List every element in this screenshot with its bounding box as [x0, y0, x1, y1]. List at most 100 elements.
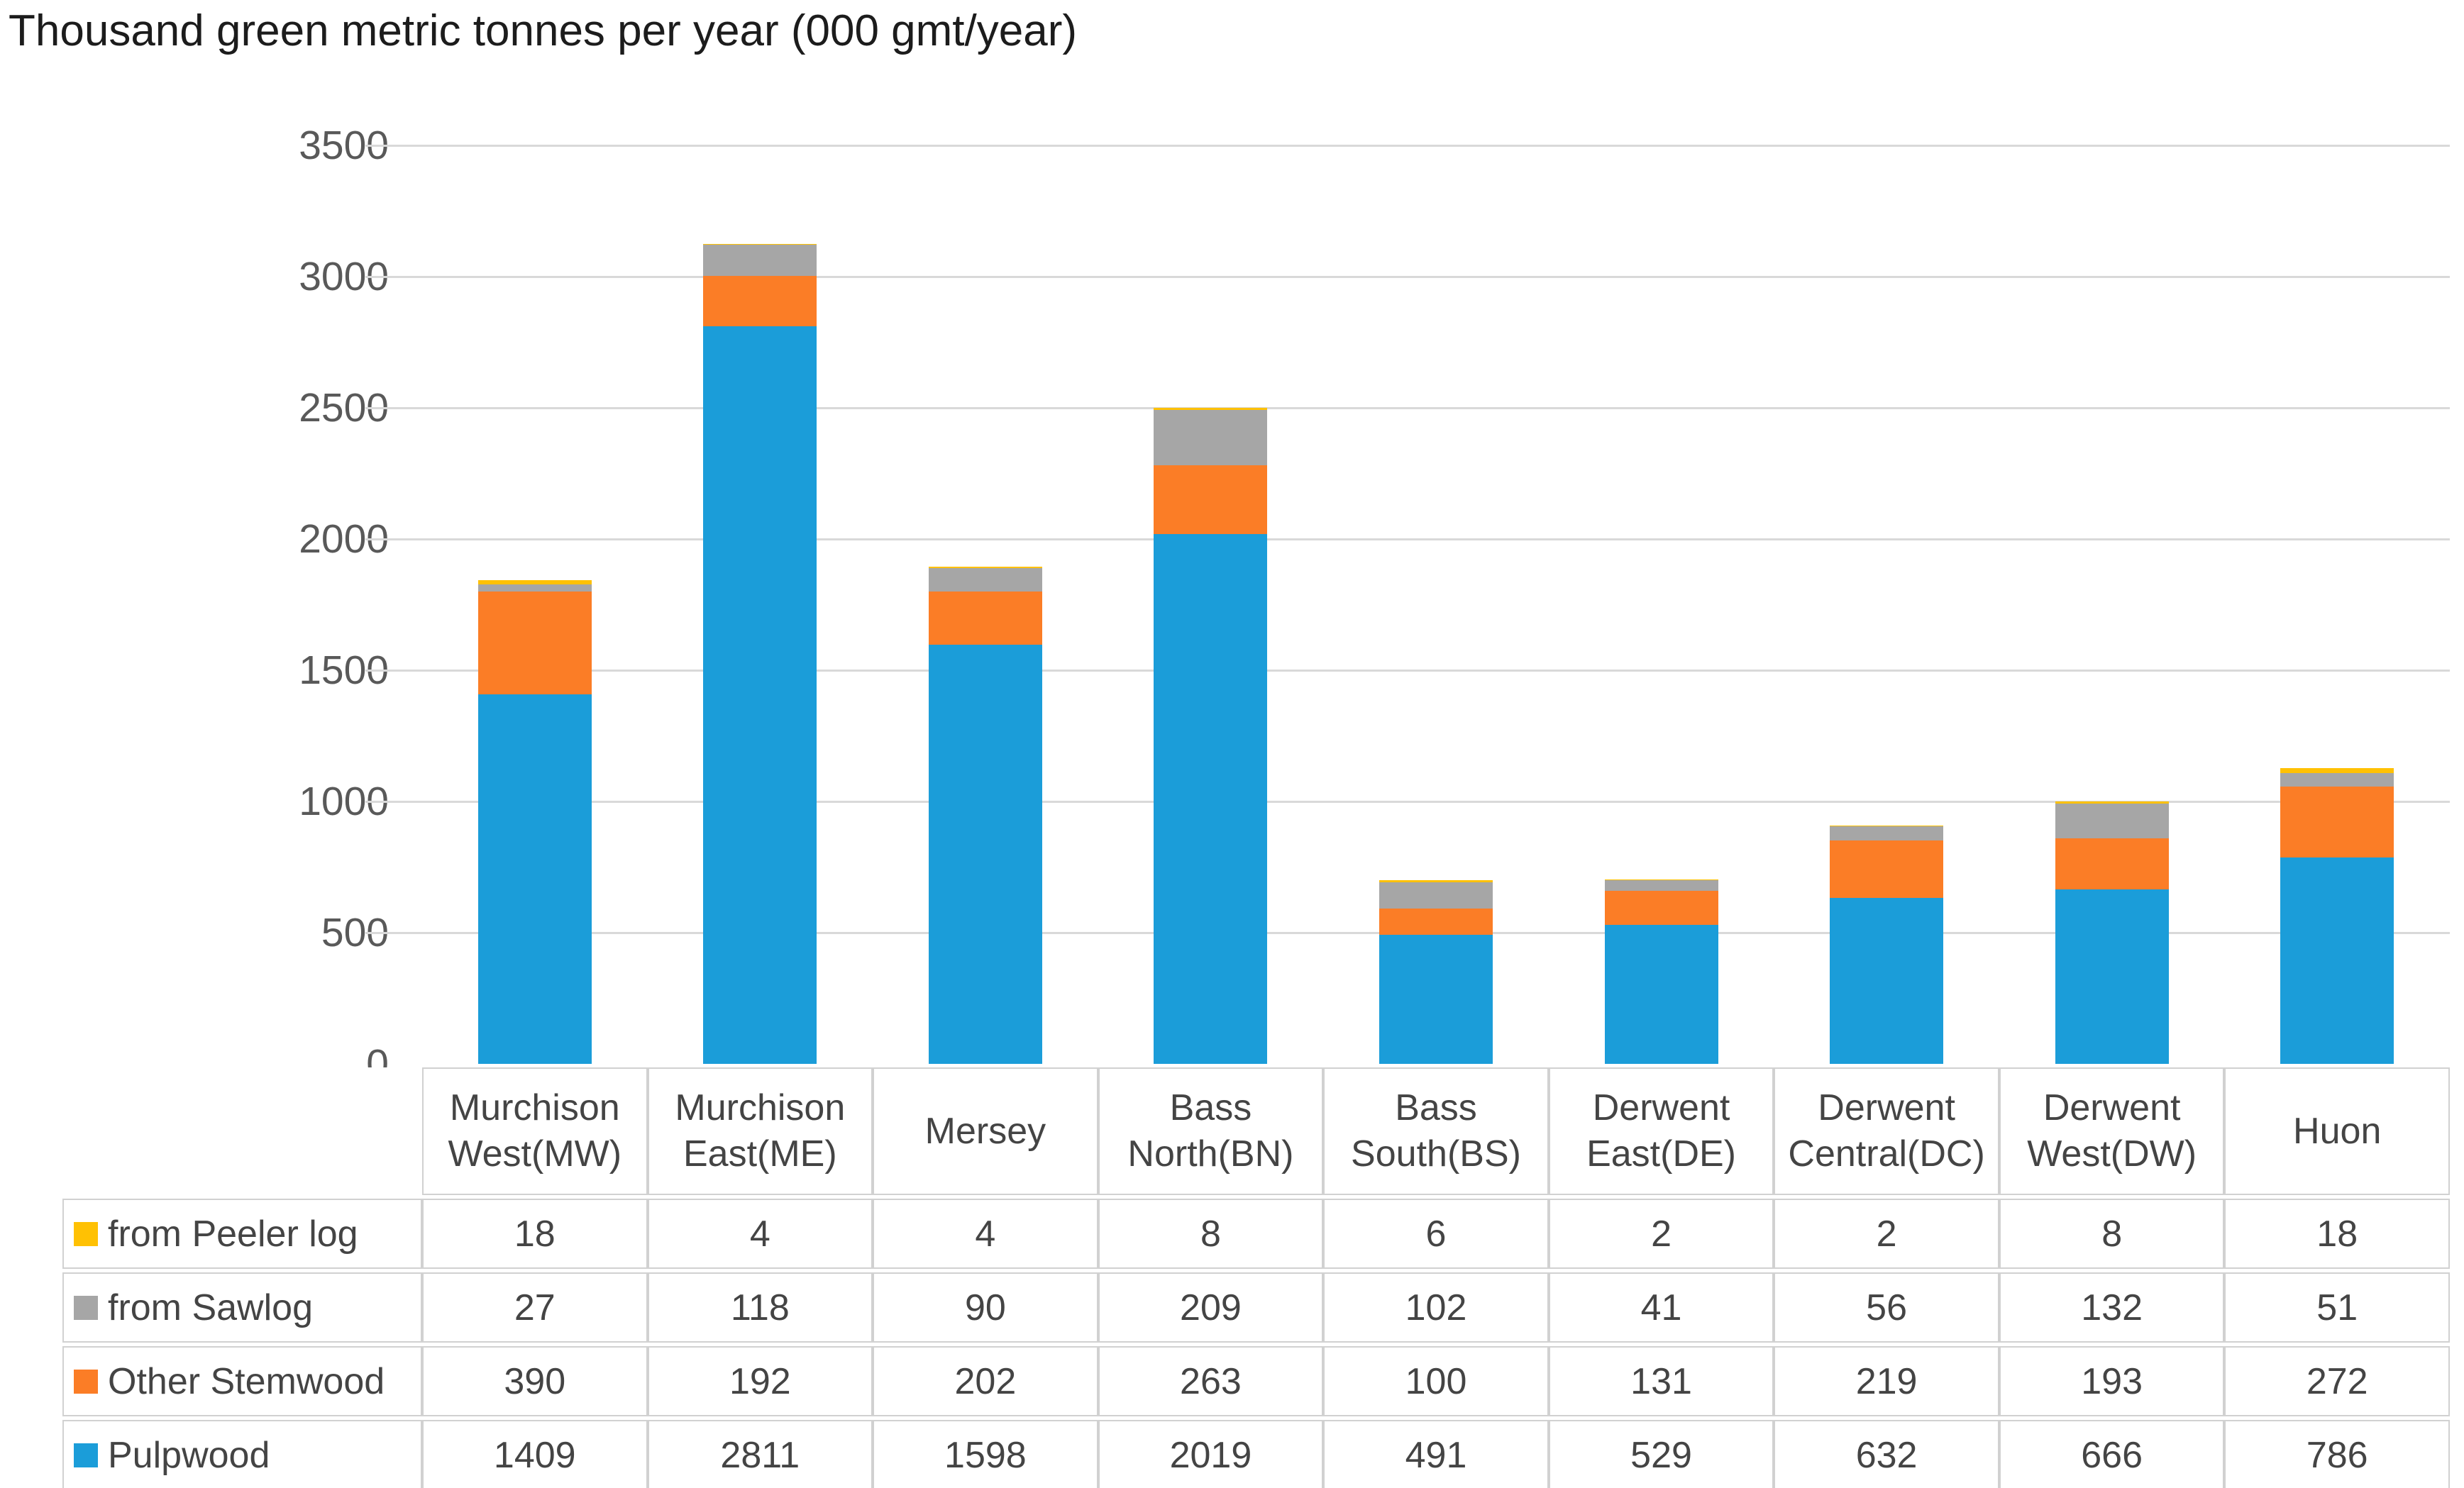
bar-segment-from-sawlog-col3 [928, 567, 1042, 592]
legend-cell-other-stemwood: Other Stemwood [62, 1346, 422, 1416]
value-from-sawlog-col5: 102 [1323, 1272, 1549, 1343]
y-tick-label-1500: 1500 [299, 648, 389, 693]
value-pulpwood-col7: 632 [1774, 1420, 1999, 1488]
bar-segment-pulpwood-col3 [928, 644, 1042, 1064]
gridline-1500 [365, 669, 2450, 672]
value-other-stemwood-col2: 192 [647, 1346, 873, 1416]
value-from-sawlog-col8: 132 [1999, 1272, 2225, 1343]
bar-segment-from-peeler-log-col4 [1154, 408, 1268, 411]
legend-cell-from-sawlog: from Sawlog [62, 1272, 422, 1343]
bar-segment-from-sawlog-col9 [2280, 772, 2394, 787]
table-corner-spacer [62, 1067, 422, 1195]
bar-segment-from-peeler-log-col5 [1379, 880, 1493, 882]
value-other-stemwood-col3: 202 [873, 1346, 1098, 1416]
value-from-peeler-log-col5: 6 [1323, 1199, 1549, 1269]
bar-segment-other-stemwood-col7 [1830, 840, 1944, 899]
value-pulpwood-col6: 529 [1548, 1420, 1774, 1488]
data-table: Murchison West(MW) Murchison East(ME) Mers… [62, 1067, 2450, 1488]
bar-segment-other-stemwood-col3 [928, 592, 1042, 645]
value-from-peeler-log-col7: 2 [1774, 1199, 1999, 1269]
value-from-sawlog-col2: 118 [647, 1272, 873, 1343]
legend-swatch-pulpwood [74, 1443, 98, 1467]
bar-segment-pulpwood-col7 [1830, 898, 1944, 1064]
column-header-1: Murchison West(MW) [422, 1067, 648, 1195]
column-header-5: Bass South(BS) [1323, 1067, 1549, 1195]
bar-segment-other-stemwood-col2 [703, 275, 817, 326]
column-header-9: Huon [2224, 1067, 2450, 1195]
value-from-sawlog-col3: 90 [873, 1272, 1098, 1343]
legend-swatch-from-peeler-log [74, 1221, 98, 1246]
value-from-peeler-log-col6: 2 [1548, 1199, 1774, 1269]
bar-segment-other-stemwood-col6 [1604, 890, 1718, 926]
bar-segment-other-stemwood-col1 [477, 592, 592, 694]
column-header-7: Derwent Central(DC) [1774, 1067, 1999, 1195]
bar-segment-from-sawlog-col4 [1154, 410, 1268, 465]
column-header-3: Mersey [873, 1067, 1098, 1195]
column-header-4: Bass North(BN) [1098, 1067, 1324, 1195]
legend-swatch-from-sawlog [74, 1295, 98, 1320]
y-tick-label-1000: 1000 [299, 779, 389, 824]
value-from-sawlog-col1: 27 [422, 1272, 648, 1343]
column-header-8: Derwent West(DW) [1999, 1067, 2225, 1195]
bar-segment-from-sawlog-col2 [703, 245, 817, 276]
bar-segment-from-sawlog-col5 [1379, 882, 1493, 909]
value-pulpwood-col2: 2811 [647, 1420, 873, 1488]
value-pulpwood-col9: 786 [2224, 1420, 2450, 1488]
value-from-peeler-log-col1: 18 [422, 1199, 648, 1269]
plot-area [365, 144, 2450, 1064]
bar-segment-from-sawlog-col6 [1604, 879, 1718, 891]
gridline-3500 [365, 144, 2450, 147]
gridline-1000 [365, 800, 2450, 803]
y-tick-label-2000: 2000 [299, 516, 389, 562]
y-tick-label-500: 500 [321, 910, 389, 955]
legend-label-other-stemwood: Other Stemwood [108, 1360, 385, 1402]
value-pulpwood-col5: 491 [1323, 1420, 1549, 1488]
bar-segment-from-peeler-log-col1 [477, 579, 592, 585]
legend-cell-from-peeler-log: from Peeler log [62, 1199, 422, 1269]
value-pulpwood-col4: 2019 [1098, 1420, 1324, 1488]
gridline-2500 [365, 406, 2450, 409]
bar-segment-pulpwood-col9 [2280, 857, 2394, 1064]
value-from-peeler-log-col8: 8 [1999, 1199, 2225, 1269]
bar-segment-from-sawlog-col1 [477, 584, 592, 592]
legend-label-from-peeler-log: from Peeler log [108, 1213, 358, 1255]
value-pulpwood-col3: 1598 [873, 1420, 1098, 1488]
legend-cell-pulpwood: Pulpwood [62, 1420, 422, 1488]
bar-segment-pulpwood-col4 [1154, 533, 1268, 1064]
bar-segment-from-sawlog-col7 [1830, 826, 1944, 841]
bar-segment-other-stemwood-col8 [2055, 838, 2169, 889]
gridline-2000 [365, 538, 2450, 540]
value-from-sawlog-col7: 56 [1774, 1272, 1999, 1343]
value-other-stemwood-col5: 100 [1323, 1346, 1549, 1416]
y-tick-label-3500: 3500 [299, 123, 389, 168]
value-other-stemwood-col7: 219 [1774, 1346, 1999, 1416]
legend-label-from-sawlog: from Sawlog [108, 1287, 313, 1328]
column-header-6: Derwent East(DE) [1548, 1067, 1774, 1195]
value-from-peeler-log-col3: 4 [873, 1199, 1098, 1269]
bar-segment-from-peeler-log-col9 [2280, 768, 2394, 773]
bar-segment-from-sawlog-col8 [2055, 804, 2169, 839]
bar-segment-other-stemwood-col4 [1154, 465, 1268, 534]
bar-segment-pulpwood-col8 [2055, 889, 2169, 1064]
y-tick-label-2500: 2500 [299, 385, 389, 431]
value-pulpwood-col1: 1409 [422, 1420, 648, 1488]
value-from-sawlog-col4: 209 [1098, 1272, 1324, 1343]
value-other-stemwood-col8: 193 [1999, 1346, 2225, 1416]
bar-segment-from-peeler-log-col8 [2055, 801, 2169, 804]
y-tick-label-3000: 3000 [299, 254, 389, 299]
legend-label-pulpwood: Pulpwood [108, 1434, 270, 1476]
chart-title: Thousand green metric tonnes per year (0… [9, 6, 1077, 55]
gridline-3000 [365, 275, 2450, 278]
value-other-stemwood-col6: 131 [1548, 1346, 1774, 1416]
bar-segment-other-stemwood-col5 [1379, 909, 1493, 935]
bar-segment-pulpwood-col5 [1379, 935, 1493, 1064]
bar-segment-pulpwood-col2 [703, 326, 817, 1064]
y-axis: 3500 3000 2500 2000 1500 1000 500 0 [0, 123, 389, 1087]
value-pulpwood-col8: 666 [1999, 1420, 2225, 1488]
bar-segment-pulpwood-col6 [1604, 925, 1718, 1064]
value-other-stemwood-col1: 390 [422, 1346, 648, 1416]
value-from-sawlog-col9: 51 [2224, 1272, 2450, 1343]
legend-swatch-other-stemwood [74, 1369, 98, 1394]
bar-segment-pulpwood-col1 [477, 694, 592, 1064]
